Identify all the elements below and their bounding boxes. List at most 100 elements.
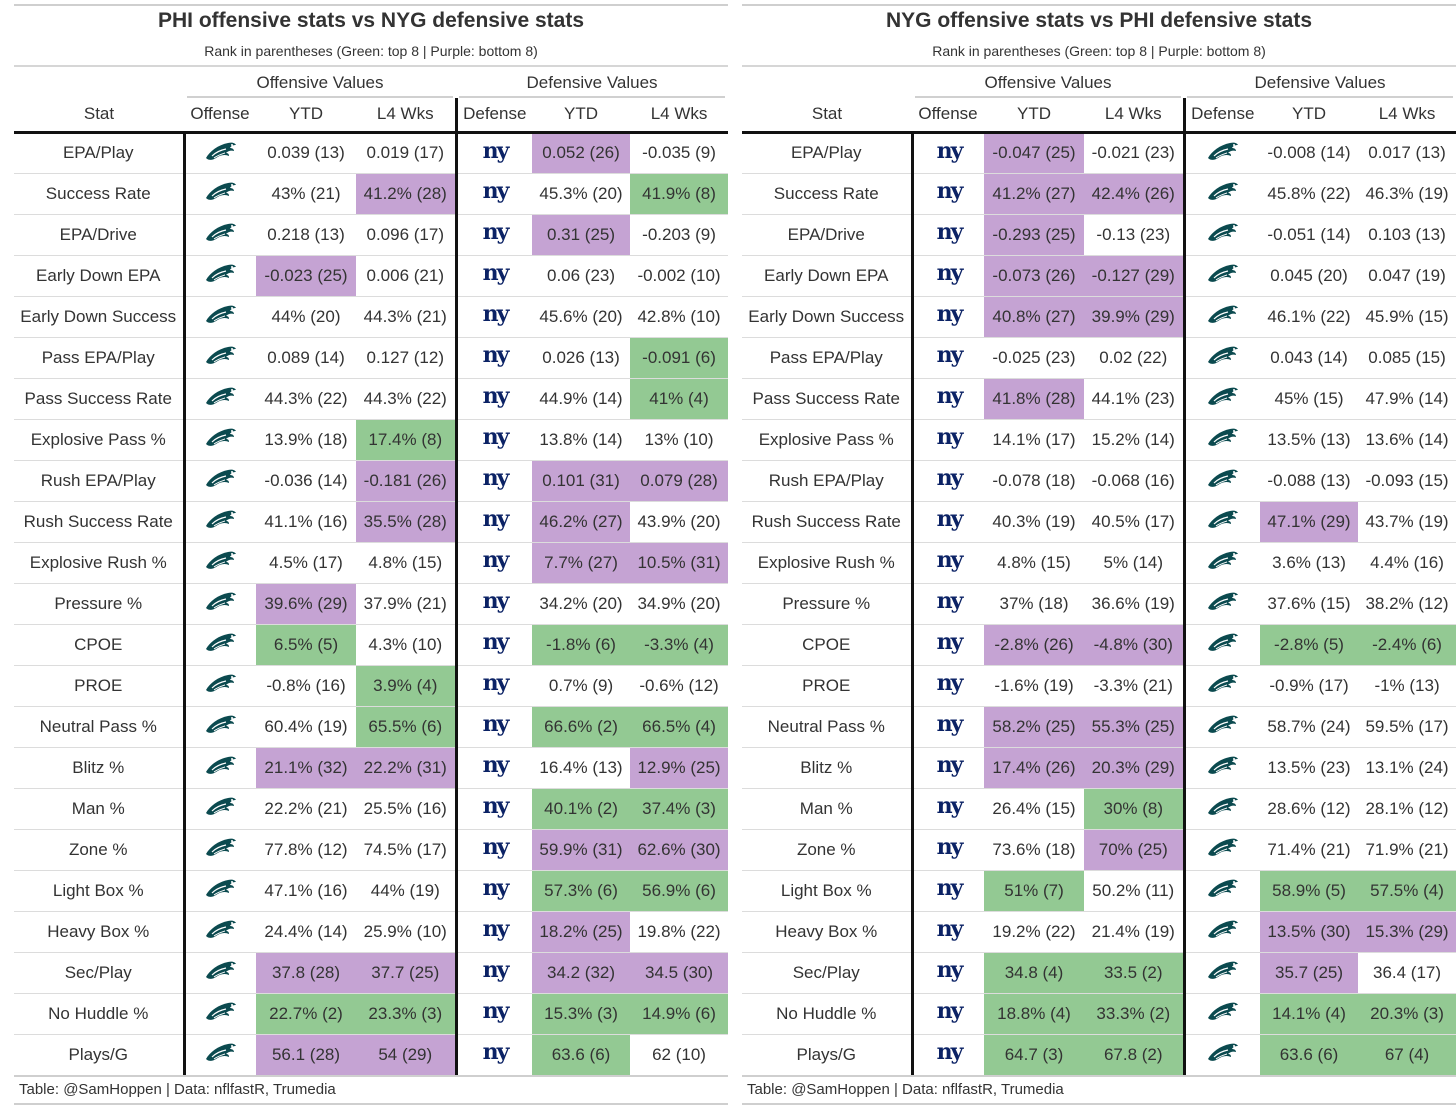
offense-l4-value: 44.3% (22) <box>356 378 458 420</box>
defense-l4-value: 56.9% (6) <box>630 870 729 912</box>
team-logo-cell: ny <box>912 870 984 912</box>
svg-text:ny: ny <box>936 547 964 573</box>
defense-l4-value: 19.8% (22) <box>630 911 729 953</box>
giants-ny-icon: ny <box>479 875 512 906</box>
svg-text:ny: ny <box>482 670 510 696</box>
offense-l4-value: 20.3% (29) <box>1084 747 1186 789</box>
svg-text:ny: ny <box>936 465 964 491</box>
team-logo-cell: ny <box>456 870 533 912</box>
defense-l4-value: 20.3% (3) <box>1358 993 1456 1035</box>
defense-ytd-value: -0.051 (14) <box>1260 214 1359 256</box>
team-logo-cell <box>1184 952 1261 994</box>
table-row: CPOE 6.5% (5) 4.3% (10) ny -1.8% (6) -3.3% (4… <box>14 624 729 666</box>
svg-text:ny: ny <box>936 1039 964 1065</box>
defense-l4-value: 10.5% (31) <box>630 542 729 584</box>
defense-l4-value: -0.035 (9) <box>630 132 729 174</box>
col-header-off-ytd: YTD <box>256 98 356 134</box>
team-logo-cell <box>184 911 256 953</box>
svg-text:ny: ny <box>482 834 510 860</box>
stat-name: Pressure % <box>742 583 914 625</box>
svg-text:ny: ny <box>482 547 510 573</box>
giants-ny-icon: ny <box>933 219 966 250</box>
giants-ny-icon: ny <box>479 178 512 209</box>
table-row: Rush Success Rate ny 40.3% (19) 40.5% (17) 4… <box>742 501 1456 543</box>
team-logo-cell: ny <box>456 296 533 338</box>
defense-ytd-value: 0.31 (25) <box>532 214 631 256</box>
stat-name: Blitz % <box>742 747 914 789</box>
team-logo-cell: ny <box>912 747 984 789</box>
defense-ytd-value: 13.5% (23) <box>1260 747 1359 789</box>
defense-l4-value: 0.017 (13) <box>1358 132 1456 174</box>
team-logo-cell <box>1184 460 1261 502</box>
offense-ytd-value: 34.8 (4) <box>984 952 1084 994</box>
svg-text:ny: ny <box>936 629 964 655</box>
team-logo-cell: ny <box>456 419 533 461</box>
defense-ytd-value: 45.8% (22) <box>1260 173 1359 215</box>
col-header-def-ytd: YTD <box>1260 98 1359 134</box>
svg-text:ny: ny <box>936 506 964 532</box>
table-footer: Table: @SamHoppen | Data: nflfastR, Trum… <box>19 1081 336 1098</box>
defense-ytd-value: 35.7 (25) <box>1260 952 1359 994</box>
offense-ytd-value: -2.8% (26) <box>984 624 1084 666</box>
table-subtitle: Rank in parentheses (Green: top 8 | Purp… <box>204 43 538 59</box>
col-header-def-ytd: YTD <box>532 98 631 134</box>
eagles-icon <box>1206 671 1240 700</box>
team-logo-cell: ny <box>912 419 984 461</box>
eagles-icon <box>204 139 238 168</box>
defense-ytd-value: 0.026 (13) <box>532 337 631 379</box>
svg-text:ny: ny <box>936 916 964 942</box>
offense-l4-value: -0.068 (16) <box>1084 460 1186 502</box>
eagles-icon <box>1206 384 1240 413</box>
svg-text:ny: ny <box>936 793 964 819</box>
defensive-values-spanner: Defensive Values <box>1184 67 1456 98</box>
defense-ytd-value: 0.06 (23) <box>532 255 631 297</box>
offense-ytd-value: 4.5% (17) <box>256 542 356 584</box>
offense-ytd-value: -0.023 (25) <box>256 255 356 297</box>
stat-name: Explosive Pass % <box>742 419 914 461</box>
giants-ny-icon: ny <box>933 711 966 742</box>
giants-ny-icon: ny <box>479 383 512 414</box>
defense-ytd-value: 0.043 (14) <box>1260 337 1359 379</box>
giants-ny-icon: ny <box>479 916 512 947</box>
svg-text:ny: ny <box>936 588 964 614</box>
giants-ny-icon: ny <box>479 1039 512 1070</box>
offense-ytd-value: 41.8% (28) <box>984 378 1084 420</box>
defense-ytd-value: 45.3% (20) <box>532 173 631 215</box>
stat-name: Pass Success Rate <box>14 378 186 420</box>
stat-name: Neutral Pass % <box>14 706 186 748</box>
col-header-off-ytd: YTD <box>984 98 1084 134</box>
offense-ytd-value: 77.8% (12) <box>256 829 356 871</box>
svg-text:ny: ny <box>936 383 964 409</box>
svg-text:ny: ny <box>936 957 964 983</box>
table-row: Pass EPA/Play 0.089 (14) 0.127 (12) ny 0.026… <box>14 337 729 379</box>
defense-l4-value: -0.6% (12) <box>630 665 729 707</box>
svg-text:ny: ny <box>936 670 964 696</box>
stat-name: Sec/Play <box>742 952 914 994</box>
team-logo-cell <box>1184 788 1261 830</box>
header-rule <box>14 65 728 67</box>
giants-ny-icon: ny <box>933 506 966 537</box>
eagles-icon <box>1206 302 1240 331</box>
team-logo-cell: ny <box>456 624 533 666</box>
defense-ytd-value: 47.1% (29) <box>1260 501 1359 543</box>
team-logo-cell: ny <box>912 214 984 256</box>
svg-text:ny: ny <box>936 998 964 1024</box>
stat-name: Neutral Pass % <box>742 706 914 748</box>
giants-ny-icon: ny <box>933 875 966 906</box>
eagles-icon <box>1206 139 1240 168</box>
offensive-values-spanner: Offensive Values <box>184 67 456 98</box>
offense-l4-value: 30% (8) <box>1084 788 1186 830</box>
giants-ny-icon: ny <box>933 383 966 414</box>
team-logo-cell: ny <box>912 624 984 666</box>
eagles-icon <box>1206 548 1240 577</box>
offense-ytd-value: 37% (18) <box>984 583 1084 625</box>
stat-name: Light Box % <box>742 870 914 912</box>
eagles-icon <box>1206 712 1240 741</box>
stat-name: Rush Success Rate <box>742 501 914 543</box>
svg-text:ny: ny <box>482 219 510 245</box>
svg-text:ny: ny <box>482 957 510 983</box>
defense-ytd-value: 59.9% (31) <box>532 829 631 871</box>
defense-l4-value: 34.9% (20) <box>630 583 729 625</box>
table-row: PROE ny -1.6% (19) -3.3% (21) -0.9% (17) -1% … <box>742 665 1456 707</box>
defense-l4-value: 42.8% (10) <box>630 296 729 338</box>
